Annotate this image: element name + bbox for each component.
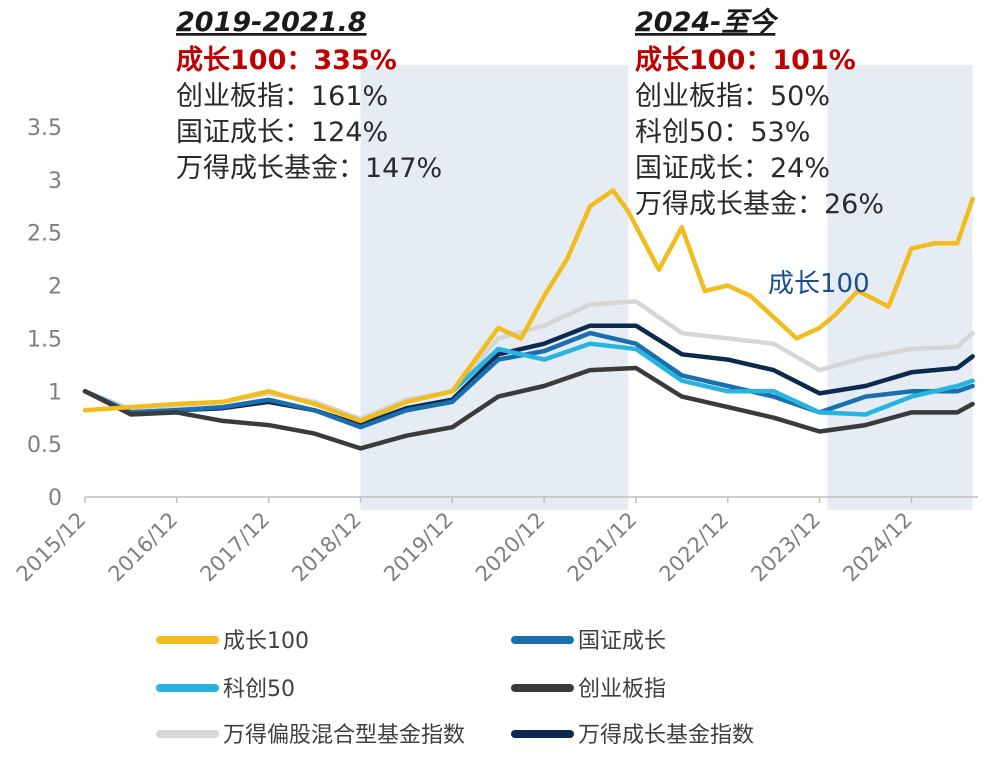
x-tick-label: 2018/12 xyxy=(287,508,366,587)
y-tick-label: 2 xyxy=(48,275,62,300)
legend-label: 万得成长基金指数 xyxy=(578,723,754,748)
annotation-line: 万得成长基金：26% xyxy=(635,189,884,220)
annotation-line: 创业板指：161% xyxy=(176,81,388,112)
inline-series-label: 成长100 xyxy=(768,269,870,299)
x-tick-label: 2022/12 xyxy=(655,508,734,587)
annotation-highlight-line: 成长100：101% xyxy=(635,45,856,76)
y-tick-label: 2.5 xyxy=(27,222,62,247)
period-annotations: 2019-2021.8 成长100：335% 创业板指：161% 国证成长：124% 万… xyxy=(176,7,884,220)
annotation-heading: 2024-至今 xyxy=(635,7,779,38)
legend-label: 成长100 xyxy=(223,629,309,654)
y-tick-label: 1 xyxy=(48,380,62,405)
annotation-line: 万得成长基金：147% xyxy=(176,153,442,184)
legend-label: 万得偏股混合型基金指数 xyxy=(223,723,465,748)
x-tick-label: 2024/12 xyxy=(838,508,917,587)
series-line xyxy=(450,341,975,417)
series-line xyxy=(82,188,975,424)
annotation-line: 科创50：53% xyxy=(635,117,810,148)
y-tick-label: 0 xyxy=(48,486,62,511)
y-tick-label: 3 xyxy=(48,169,62,194)
inline-label-text: 成长100 xyxy=(768,269,870,299)
x-tick-label: 2016/12 xyxy=(104,508,183,587)
shaded-period-1 xyxy=(360,65,629,510)
annotation-heading: 2019-2021.8 xyxy=(176,7,367,38)
y-tick-label: 1.5 xyxy=(27,327,62,352)
annotation-line: 国证成长：24% xyxy=(635,153,830,184)
legend-label: 国证成长 xyxy=(578,629,666,654)
x-tick-label: 2020/12 xyxy=(471,508,550,587)
legend-label: 科创50 xyxy=(223,677,295,702)
x-tick-label: 2021/12 xyxy=(563,508,642,587)
x-tick-label: 2019/12 xyxy=(379,508,458,587)
x-tick-label: 2017/12 xyxy=(196,508,275,587)
series-line xyxy=(82,330,975,430)
x-tick-label: 2015/12 xyxy=(12,508,91,587)
legend-label: 创业板指 xyxy=(578,677,666,702)
x-tick-label: 2023/12 xyxy=(746,508,825,587)
annotation-highlight-line: 成长100：335% xyxy=(176,45,397,76)
series-line xyxy=(82,365,975,451)
y-tick-label: 3.5 xyxy=(27,116,62,141)
annotation-line: 创业板指：50% xyxy=(635,81,830,112)
series-lines xyxy=(82,188,975,451)
y-tick-label: 0.5 xyxy=(27,433,62,458)
annotation-line: 国证成长：124% xyxy=(176,117,388,148)
shaded-period-2 xyxy=(827,65,973,510)
